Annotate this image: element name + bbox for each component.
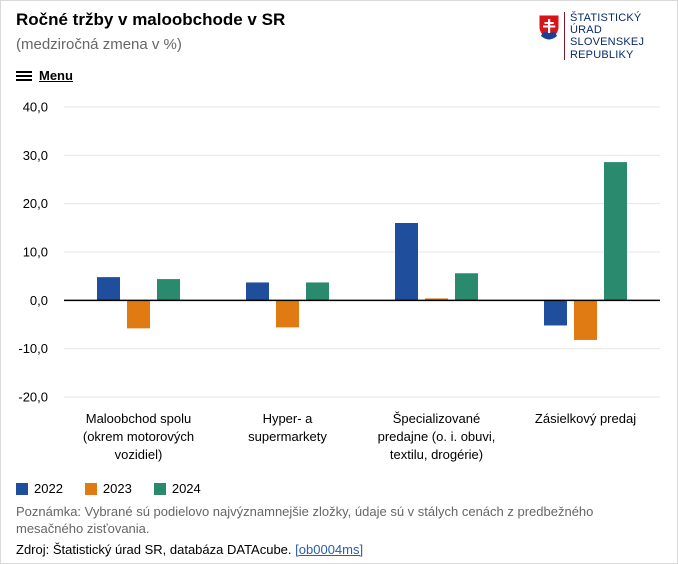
x-category-label: Hyper- a supermarkety: [218, 410, 358, 446]
x-category-label-line: vozidiel): [114, 447, 163, 462]
y-tick-label: 20,0: [23, 196, 48, 211]
legend-item-2024[interactable]: 2024: [153, 481, 201, 496]
statistical-office-logo: ŠTATISTICKÝ ÚRAD SLOVENSKEJ REPUBLIKY: [538, 12, 668, 64]
legend-item-2023[interactable]: 2023: [84, 481, 132, 496]
hamburger-icon: [16, 70, 32, 82]
chart-title: Ročné tržby v maloobchode v SR: [16, 10, 286, 29]
x-category-label-line: (okrem motorových: [82, 429, 195, 444]
x-category-label-line: Hyper- a: [262, 411, 313, 426]
legend-label: 2023: [102, 481, 132, 496]
chart-note: Poznámka: Vybrané sú podielovo najvýznam…: [16, 504, 594, 536]
bar-2022-4: [544, 300, 567, 326]
x-category-label: Špecializované predajne (o. i. obuvi, text…: [367, 410, 507, 464]
bar-2022-3: [395, 223, 418, 301]
bar-2024-4: [604, 162, 627, 301]
bar-2024-1: [157, 279, 180, 301]
coat-of-arms-icon: [538, 14, 560, 40]
legend-label: 2022: [34, 481, 63, 496]
bar-2023-2: [276, 300, 299, 328]
source-text: Zdroj: Štatistický úrad SR, databáza DAT…: [16, 542, 292, 557]
x-category-label-line: supermarkety: [248, 429, 327, 444]
logo-text: ŠTATISTICKÝ ÚRAD SLOVENSKEJ REPUBLIKY: [570, 12, 644, 61]
y-tick-label: 0,0: [30, 293, 48, 308]
y-tick-label: -20,0: [18, 390, 48, 405]
y-tick-label: 40,0: [23, 100, 48, 115]
x-category-label-line: Maloobchod spolu: [85, 411, 192, 426]
legend-swatch: [153, 482, 166, 495]
bar-2024-3: [455, 273, 478, 301]
legend: 2022 2023 2024: [16, 481, 223, 496]
logo-line: SLOVENSKEJ: [570, 36, 645, 49]
x-category-label-line: textilu, drogérie): [389, 447, 484, 462]
legend-item-2022[interactable]: 2022: [16, 481, 63, 496]
bar-2022-2: [246, 282, 269, 301]
legend-swatch: [84, 482, 97, 495]
x-category-label: Zásielkový predaj: [516, 410, 656, 428]
chart-source: Zdroj: Štatistický úrad SR, databáza DAT…: [16, 542, 363, 557]
bar-chart: -20,0 -10,0 0,0 10,0 20,0 30,0 40,0: [18, 100, 660, 405]
x-category-label-line: Špecializované: [392, 411, 481, 426]
logo-divider: [564, 12, 565, 60]
chart-subtitle: (medziročná zmena v %): [16, 36, 182, 53]
source-link[interactable]: [ob0004ms]: [295, 542, 364, 557]
x-category-label: Maloobchod spolu (okrem motorových vozidie…: [69, 410, 209, 464]
bar-2023-1: [127, 300, 150, 329]
logo-line: REPUBLIKY: [570, 48, 634, 61]
y-tick-label: 30,0: [23, 148, 48, 163]
logo-line: ÚRAD: [570, 24, 602, 37]
bar-2023-3: [425, 298, 448, 301]
x-category-label-line: predajne (o. i. obuvi,: [377, 429, 496, 444]
y-tick-label: 10,0: [23, 245, 48, 260]
x-category-label-line: Zásielkový predaj: [534, 411, 637, 426]
bar-2022-1: [97, 277, 120, 301]
y-tick-label: -10,0: [18, 341, 48, 356]
menu-button[interactable]: Menu: [16, 68, 73, 83]
legend-label: 2024: [171, 481, 201, 496]
logo-line: ŠTATISTICKÝ: [570, 12, 642, 24]
bar-2023-4: [574, 300, 597, 340]
bar-2024-2: [306, 282, 329, 301]
menu-label: Menu: [39, 68, 73, 83]
legend-swatch: [16, 482, 28, 495]
